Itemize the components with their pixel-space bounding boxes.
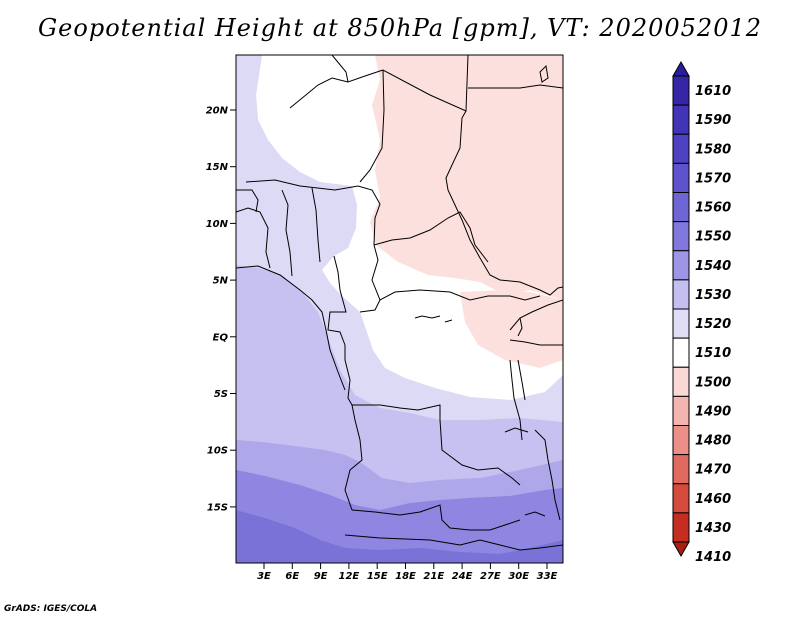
lat-tick-label: 5S: [214, 389, 228, 400]
colorbar-label: 1580: [695, 142, 731, 157]
longitude-axis: 3E 6E 9E 12E 15E 18E 21E 24E 27E 30E 33E: [257, 563, 558, 582]
lat-tick-label: 15N: [206, 162, 229, 173]
border-line: [351, 504, 521, 531]
lat-tick-label: 15S: [207, 502, 228, 513]
colorbar-box: [672, 337, 690, 368]
colorbar-label: 1610: [695, 84, 731, 99]
region-1500: [370, 55, 563, 300]
border-line: [445, 110, 563, 296]
border-line: [245, 179, 381, 246]
colorbar-box: [672, 425, 690, 456]
lon-tick-label: 27E: [480, 571, 501, 582]
colorbar-box: [672, 221, 690, 252]
plot-frame: [235, 54, 564, 564]
colorbar-label: 1560: [695, 201, 731, 216]
lon-tick-label: 24E: [452, 571, 473, 582]
colorbar-label: 1540: [695, 259, 731, 274]
coast-detail: [524, 511, 546, 517]
border-line: [281, 189, 293, 277]
border-line: [373, 211, 489, 263]
lon-tick-label: 3E: [257, 571, 271, 582]
colorbar-box: [672, 279, 690, 310]
colorbar-box: [672, 75, 690, 106]
border-line: [236, 265, 346, 391]
lat-tick-label: 20N: [206, 106, 229, 117]
credit-text: GrADS: IGES/COLA: [4, 604, 98, 614]
border-line: [311, 187, 321, 263]
colorbar-box: [672, 308, 690, 339]
lon-tick-label: 21E: [423, 571, 444, 582]
coast-detail: [444, 319, 453, 323]
colorbar-box: [672, 512, 690, 543]
colorbar-label: 1500: [695, 375, 731, 390]
colorbar-label: 1490: [695, 404, 731, 419]
colorbar-label: 1430: [695, 521, 731, 536]
lat-tick-label: 5N: [213, 276, 229, 287]
colorbar-label: 1460: [695, 492, 731, 507]
country-borders: [236, 55, 563, 551]
lon-tick-label: 18E: [395, 571, 416, 582]
colorbar-label: 1410: [695, 550, 731, 565]
colorbar-label: 1520: [695, 317, 731, 332]
contour-fill: [236, 55, 563, 563]
border-line: [509, 359, 523, 441]
colorbar-label: 1480: [695, 434, 731, 449]
border-line: [236, 189, 259, 213]
border-line: [344, 404, 363, 511]
border-line: [344, 345, 521, 486]
region-1520-north: [236, 55, 282, 162]
lon-tick-label: 6E: [285, 571, 299, 582]
coast-detail: [539, 64, 549, 83]
colorbar-box: [672, 133, 690, 164]
colorbar-label: 1510: [695, 346, 731, 361]
colorbar-box: [672, 250, 690, 281]
colorbar-box: [672, 395, 690, 426]
map-title: Geopotential Height at 850hPa [gpm], VT:…: [38, 14, 762, 42]
colorbar-box: [672, 104, 690, 135]
coast-detail: [517, 317, 523, 337]
colorbar-label: 1530: [695, 288, 731, 303]
colorbar-label: 1470: [695, 463, 731, 478]
border-line: [359, 69, 385, 183]
lon-tick-label: 30E: [508, 571, 529, 582]
border-line: [344, 534, 563, 551]
lon-tick-label: 12E: [339, 571, 360, 582]
region-1560: [236, 510, 563, 563]
colorbar-label: 1550: [695, 230, 731, 245]
lon-tick-label: 15E: [367, 571, 388, 582]
lon-tick-label: 9E: [314, 571, 328, 582]
border-line: [236, 207, 271, 269]
border-line: [509, 339, 563, 346]
lat-tick-label: 10S: [207, 446, 228, 457]
border-line: [331, 55, 469, 112]
colorbar-top-arrow: [672, 60, 690, 77]
lon-tick-label: 33E: [537, 571, 558, 582]
border-line: [468, 84, 563, 89]
colorbar-box: [672, 192, 690, 223]
lat-tick-label: 10N: [206, 219, 229, 230]
coast-detail: [414, 315, 441, 319]
colorbar-label: 1570: [695, 171, 731, 186]
border-line: [327, 255, 347, 346]
colorbar-box: [672, 162, 690, 193]
colorbar-bottom-arrow: [672, 541, 690, 558]
latitude-axis: 20N 15N 10N 5N EQ 5S 10S 15S: [206, 106, 236, 513]
colorbar-box: [672, 366, 690, 397]
border-line: [517, 359, 526, 401]
colorbar-label: 1590: [695, 113, 731, 128]
border-line: [359, 244, 381, 313]
coast-detail: [504, 427, 529, 433]
border-line: [534, 429, 561, 521]
colorbar-box: [672, 483, 690, 514]
colorbar-box: [672, 454, 690, 485]
lat-tick-label: EQ: [213, 332, 229, 343]
colorbar: 1610 1590 1580 1570 1560 1550 1540 1530 1520 1510…: [672, 60, 731, 565]
border-line: [289, 77, 349, 109]
border-line: [509, 299, 563, 331]
border-line: [379, 289, 541, 301]
